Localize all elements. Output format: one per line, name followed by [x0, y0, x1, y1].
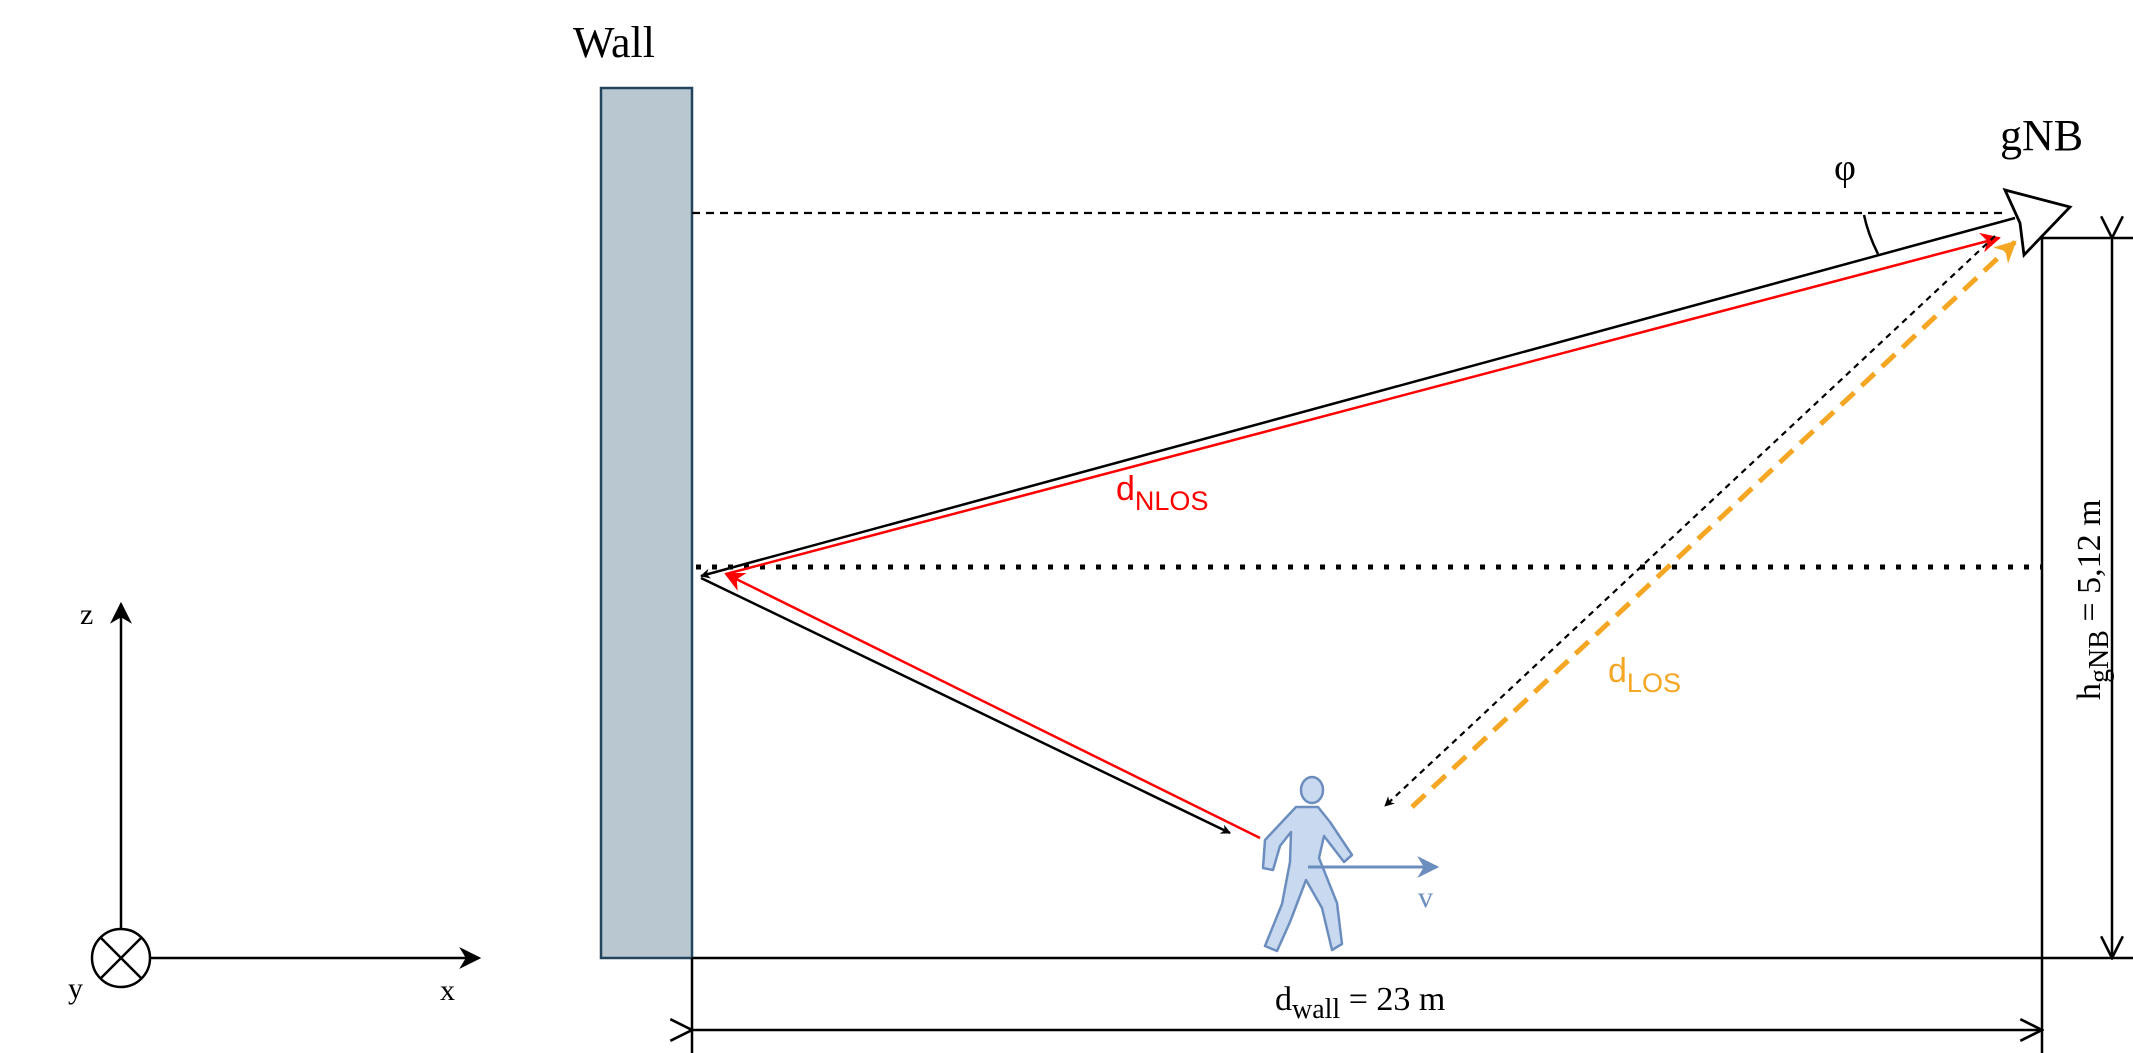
wall-block — [599, 86, 694, 960]
nlos-black-incident — [700, 216, 2016, 579]
gnb-antenna-icon — [2002, 187, 2073, 259]
los-orange-dashed — [1410, 240, 2017, 809]
d-nlos-label: dNLOS — [1116, 470, 1208, 516]
los-black-dashed — [1384, 235, 1996, 807]
y-axis-label: y — [68, 972, 83, 1005]
z-axis-label: z — [80, 598, 93, 631]
wall-label: Wall — [573, 18, 655, 67]
nlos-red-incident — [725, 232, 2001, 576]
pedestrian-icon — [1261, 775, 1354, 953]
axis-into-page-icon — [90, 927, 152, 989]
phi-angle-arc — [1862, 214, 1880, 255]
nlos-black-reflected — [700, 576, 1231, 835]
h-gnb-label: hgNB = 5,12 m — [2071, 499, 2115, 700]
phi-label: φ — [1834, 147, 1856, 189]
gnb-label: gNB — [2000, 111, 2083, 160]
velocity-label: v — [1418, 881, 1433, 914]
x-axis-label: x — [440, 974, 455, 1007]
d-wall-label: dwall = 23 m — [1275, 981, 1445, 1025]
d-los-label: dLOS — [1608, 652, 1681, 698]
coordinate-axes: z x y — [68, 598, 482, 1007]
nlos-red-reflected — [724, 572, 1261, 840]
